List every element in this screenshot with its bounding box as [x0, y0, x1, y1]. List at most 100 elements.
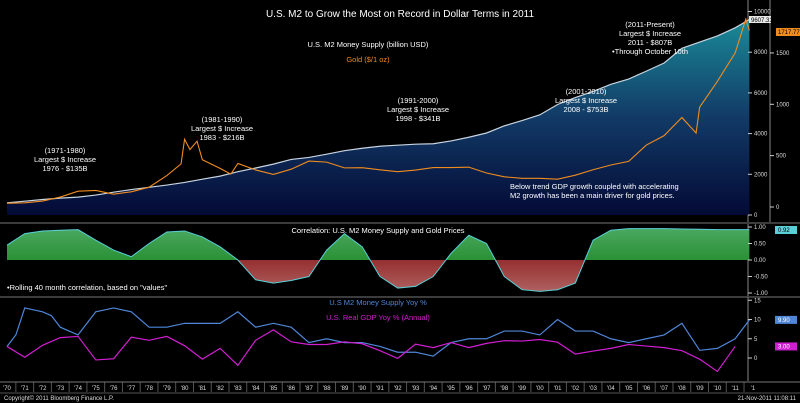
x-tick-label: '01 — [554, 386, 562, 392]
corr-tick-label: 1.00 — [754, 225, 766, 231]
left-tick-label: 8000 — [754, 50, 768, 56]
annotation-text: Largest $ Increase — [387, 105, 449, 114]
x-tick-label: '89 — [341, 386, 349, 392]
right-tick-label: 500 — [776, 154, 787, 160]
yoy-last-badge — [775, 342, 797, 351]
x-tick-label: '77 — [127, 386, 135, 392]
yoy-tick-label: 10 — [754, 318, 761, 324]
x-tick-label: '82 — [216, 386, 224, 392]
x-tick-label: '83 — [234, 386, 242, 392]
annotation-text: (2011-Present) — [625, 20, 675, 29]
left-tick-label: 4000 — [754, 132, 768, 138]
x-tick-label: '79 — [163, 386, 171, 392]
corr-last-value: 0.92 — [778, 228, 790, 234]
legend-m2: U.S. M2 Money Supply (billion USD) — [308, 40, 429, 49]
m2-last-badge — [749, 16, 771, 23]
corr-tick-label: 0.00 — [754, 258, 766, 264]
annotation-text: 1998 - $341B — [395, 114, 440, 123]
annotation-text: (1971-1980) — [45, 146, 86, 155]
legend-m2-yoy: U.S M2 Money Supply Yoy % — [329, 298, 427, 307]
x-tick-label: '75 — [92, 386, 100, 392]
annotation-text: (1981-1990) — [202, 115, 243, 124]
m2-line — [6, 18, 750, 204]
annotation-text: 1976 - $135B — [42, 164, 87, 173]
x-tick-label: '87 — [305, 386, 313, 392]
legend-gdp-yoy: U.S. Real GDP Yoy % (Annual) — [326, 313, 430, 322]
x-tick-label: '74 — [74, 386, 82, 392]
x-tick-label: '95 — [447, 386, 455, 392]
annotation-text: Below trend GDP growth coupled with acce… — [510, 182, 679, 191]
annotation-text: Largest $ Increase — [619, 29, 681, 38]
x-tick-label: '76 — [110, 386, 118, 392]
annotation-text: (2001-2010) — [566, 87, 607, 96]
x-tick-label: '81 — [198, 386, 206, 392]
x-tick-label: '70 — [3, 386, 11, 392]
corr-tick-label: 0.50 — [754, 242, 766, 248]
annotation-text: 1983 - $216B — [199, 133, 244, 142]
yoy-last-badge — [775, 315, 797, 324]
x-tick-label: '11 — [731, 386, 739, 392]
x-tick-label: '73 — [56, 386, 64, 392]
annotation-text: (1991-2000) — [398, 96, 439, 105]
right-tick-label: 1500 — [776, 51, 790, 57]
yoy-last-value: 9.90 — [778, 318, 790, 324]
correlation-panel: 1.00 0.50 0.00 -0.50 -1.00 0.92 Correlation: U… — [6, 224, 797, 297]
correlation-line — [6, 228, 750, 292]
annotation-text: Largest $ Increase — [34, 155, 96, 164]
gdp-yoy-line — [6, 329, 736, 373]
yoy-tick-label: 0 — [754, 356, 758, 362]
x-tick-label: '80 — [181, 386, 189, 392]
x-tick-label: '00 — [536, 386, 544, 392]
x-tick-label: '94 — [429, 386, 437, 392]
correlation-title: Correlation: U.S. M2 Money Supply and Go… — [292, 226, 465, 235]
x-tick-label: '08 — [678, 386, 686, 392]
x-tick-label: '06 — [642, 386, 650, 392]
x-tick-label: '92 — [394, 386, 402, 392]
copyright: Copyright© 2011 Bloomberg Finance L.P. — [4, 395, 114, 402]
x-tick-label: '03 — [589, 386, 597, 392]
right-tick-label: 1000 — [776, 102, 790, 108]
positive-correlation-area — [7, 228, 750, 260]
yoy-tick-label: 5 — [754, 337, 758, 343]
timestamp: 21-Nov-2011 11:08:11 — [738, 396, 797, 402]
annotation-text: Largest $ Increase — [191, 124, 253, 133]
m2-gold-panel: 0 2000 4000 6000 8000 10000 0 500 1000 1500 9607.3… — [6, 0, 800, 222]
left-tick-label: 10000 — [754, 10, 771, 16]
x-tick-label: '1 — [751, 386, 756, 392]
x-tick-label: '72 — [39, 386, 47, 392]
x-tick-label: '97 — [483, 386, 491, 392]
left-tick-label: 6000 — [754, 91, 768, 97]
x-tick-label: '99 — [518, 386, 526, 392]
yoy-panel: 9.90 3.00 U.S M2 Money Supply Yoy % U.S. Re… — [6, 297, 797, 381]
x-tick-label: '86 — [287, 386, 295, 392]
x-tick-label: '02 — [571, 386, 579, 392]
chart-title: U.S. M2 to Grow the Most on Record in Do… — [266, 9, 535, 20]
gold-last-value: 1717.77 — [778, 30, 800, 36]
m2-yoy-line — [6, 307, 750, 357]
x-tick-label: '90 — [358, 386, 366, 392]
x-tick-label: '71 — [21, 386, 29, 392]
x-tick-label: '98 — [500, 386, 508, 392]
x-tick-label: '85 — [269, 386, 277, 392]
x-tick-label: '09 — [696, 386, 704, 392]
annotation-text: 2011 - $807B — [628, 38, 672, 47]
x-tick-label: '04 — [607, 386, 615, 392]
gold-last-badge — [776, 28, 800, 36]
left-tick-label: 0 — [754, 213, 758, 219]
x-tick-label: '91 — [376, 386, 384, 392]
x-tick-label: '84 — [252, 386, 260, 392]
annotation-text: •Through October 10th — [612, 47, 688, 56]
m2-last-value: 9607.31 — [751, 18, 773, 24]
x-tick-label: '05 — [625, 386, 633, 392]
corr-last-badge — [775, 226, 797, 234]
left-tick-label: 2000 — [754, 172, 768, 178]
x-tick-label: '78 — [145, 386, 153, 392]
right-tick-label: 0 — [776, 205, 780, 211]
annotation-text: Largest $ Increase — [555, 96, 617, 105]
annotation-text: 2008 - $753B — [563, 105, 608, 114]
x-tick-label: '93 — [412, 386, 420, 392]
yoy-tick-label: 15 — [754, 298, 761, 304]
corr-tick-label: -0.50 — [754, 275, 768, 281]
m2-area — [7, 19, 750, 215]
